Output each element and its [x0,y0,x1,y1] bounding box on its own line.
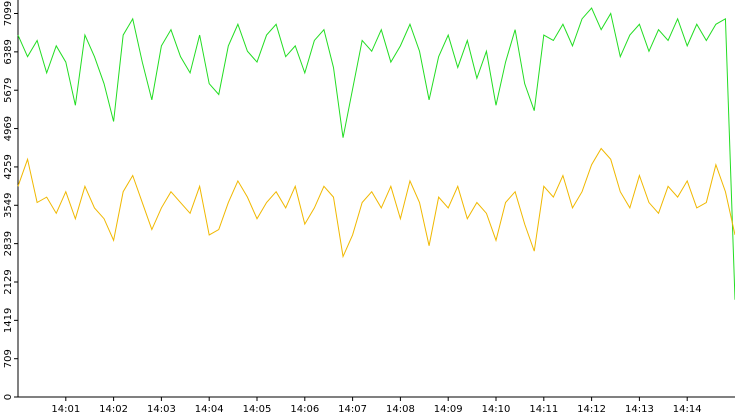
x-tick-label: 14:06 [290,404,319,415]
y-tick-label: 1419 [3,308,14,333]
y-tick-label: 7099 [3,1,14,26]
y-tick-label: 709 [3,349,14,368]
y-tick-label: 5679 [3,77,14,102]
x-tick-label: 14:12 [577,404,606,415]
y-tick-label: 2839 [3,231,14,256]
x-tick-label: 14:01 [51,404,80,415]
y-tick-label: 4969 [3,116,14,141]
x-tick-label: 14:02 [99,404,128,415]
y-tick-label: 0 [3,394,14,400]
x-tick-label: 14:11 [529,404,558,415]
y-tick-label: 3549 [3,193,14,218]
x-tick-label: 14:05 [243,404,272,415]
x-tick-label: 14:09 [434,404,463,415]
x-tick-label: 14:14 [673,404,702,415]
x-tick-label: 14:13 [625,404,654,415]
x-tick-label: 14:03 [147,404,176,415]
x-tick-label: 14:04 [195,404,224,415]
y-tick-label: 2129 [3,269,14,294]
series-line [17,7,735,300]
series-line [17,147,735,259]
x-tick-label: 14:07 [338,404,367,415]
y-tick-label: 4259 [3,154,14,179]
y-tick-label: 6389 [3,39,14,64]
x-tick-label: 14:10 [482,404,511,415]
x-tick-label: 14:08 [386,404,415,415]
